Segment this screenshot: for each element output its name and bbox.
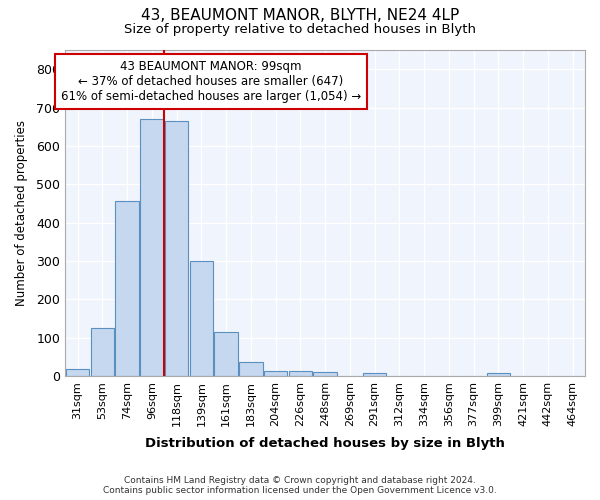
Bar xyxy=(363,373,386,376)
Bar xyxy=(289,371,312,376)
Bar xyxy=(165,121,188,376)
Bar xyxy=(115,202,139,376)
Bar xyxy=(264,370,287,376)
X-axis label: Distribution of detached houses by size in Blyth: Distribution of detached houses by size … xyxy=(145,437,505,450)
Bar xyxy=(140,119,164,376)
Bar xyxy=(190,261,213,376)
Bar xyxy=(66,370,89,376)
Text: Contains HM Land Registry data © Crown copyright and database right 2024.
Contai: Contains HM Land Registry data © Crown c… xyxy=(103,476,497,495)
Text: 43, BEAUMONT MANOR, BLYTH, NE24 4LP: 43, BEAUMONT MANOR, BLYTH, NE24 4LP xyxy=(141,8,459,22)
Y-axis label: Number of detached properties: Number of detached properties xyxy=(15,120,28,306)
Bar xyxy=(91,328,114,376)
Bar xyxy=(313,372,337,376)
Bar xyxy=(487,373,510,376)
Bar xyxy=(239,362,263,376)
Bar xyxy=(214,332,238,376)
Text: Size of property relative to detached houses in Blyth: Size of property relative to detached ho… xyxy=(124,22,476,36)
Text: 43 BEAUMONT MANOR: 99sqm
← 37% of detached houses are smaller (647)
61% of semi-: 43 BEAUMONT MANOR: 99sqm ← 37% of detach… xyxy=(61,60,361,103)
